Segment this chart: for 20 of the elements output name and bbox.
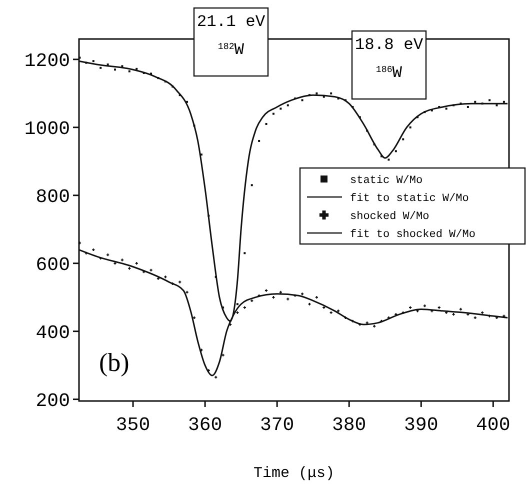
- annotation: (b): [99, 348, 130, 377]
- y-tick-label: 200: [36, 390, 70, 412]
- y-tick-label: 1200: [24, 50, 70, 72]
- annotation: 21.1 eV $^{182}$W: [196, 12, 266, 59]
- x-tick-label: 390: [404, 414, 438, 436]
- legend-label: static W/Mo: [350, 174, 423, 187]
- y-tick-label: 800: [36, 186, 70, 208]
- y-tick-label: 1000: [24, 118, 70, 140]
- x-tick-label: 380: [332, 414, 366, 436]
- legend-label: shocked W/Mo: [350, 210, 430, 223]
- y-tick-label: 600: [36, 254, 70, 276]
- x-tick-label: 370: [260, 414, 294, 436]
- x-axis-title: Time (μs): [253, 465, 335, 482]
- y-tick-label: 400: [36, 322, 70, 344]
- x-tick-label: 350: [116, 414, 150, 436]
- x-tick-label: 360: [188, 414, 222, 436]
- legend-label: fit to static W/Mo: [350, 192, 469, 205]
- x-tick-label: 400: [476, 414, 510, 436]
- legend-label: fit to shocked W/Mo: [350, 228, 476, 241]
- annotation: 18.8 eV $^{186}$W: [354, 35, 424, 82]
